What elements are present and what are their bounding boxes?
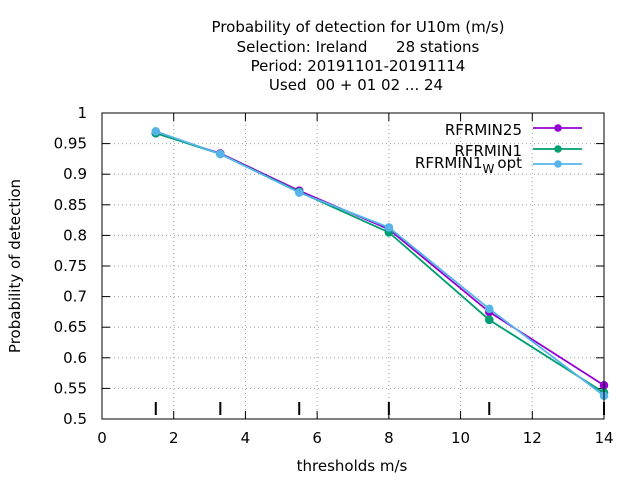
chart-title-line-4: Used 00 + 01 02 ... 24 xyxy=(269,76,443,94)
x-tick-labels: 0 2 4 6 8 10 12 14 xyxy=(97,429,613,447)
plot-border xyxy=(101,112,605,420)
y-tick-label: 0.7 xyxy=(63,288,87,306)
legend-label-subscript: W xyxy=(483,162,495,176)
y-tick-label: 1 xyxy=(77,104,87,122)
data-point-rfrmin1-w-opt xyxy=(151,127,161,136)
data-point-rfrmin1-w-opt xyxy=(216,149,225,159)
chart-title-line-2: Selection: Ireland 28 stations xyxy=(237,38,480,56)
legend-label-rfrmin25: RFRMIN25 xyxy=(445,121,522,139)
y-tick-labels: 0.5 0.55 0.6 0.65 0.7 0.75 0.8 0.85 0.9 0.95 1 xyxy=(54,104,87,428)
x-tick-label: 14 xyxy=(594,429,613,447)
x-tick-label: 0 xyxy=(97,429,107,447)
legend-label-main: RFRMIN1 xyxy=(415,154,483,172)
threshold-markers xyxy=(154,402,605,415)
y-tick-label: 0.75 xyxy=(54,257,87,275)
series-rfrmin25 xyxy=(151,128,609,390)
series-line-rfrmin1-w-opt xyxy=(155,130,605,397)
data-point-rfrmin1-w-opt xyxy=(484,304,494,314)
y-tick-label: 0.9 xyxy=(63,165,87,183)
data-point-rfrmin1-w-opt xyxy=(294,188,304,197)
series-line-rfrmin1 xyxy=(155,132,605,394)
legend: RFRMIN25 RFRMIN1 RFRMIN1W opt xyxy=(415,121,522,176)
chart-title-line-3: Period: 20191101-20191114 xyxy=(251,57,466,75)
x-tick-label: 10 xyxy=(451,429,470,447)
series-layer xyxy=(151,127,609,401)
legend-sample-point xyxy=(554,145,562,153)
legend-label-rfrmin1: RFRMIN1 xyxy=(454,142,522,160)
x-tick-label: 12 xyxy=(523,429,542,447)
y-axis-label: Probability of detection xyxy=(6,179,24,353)
data-point-rfrmin1-w-opt xyxy=(384,223,394,232)
legend-label-suffix: opt xyxy=(497,154,522,172)
y-tick-label: 0.5 xyxy=(63,410,87,428)
y-tick-label: 0.6 xyxy=(63,349,87,367)
legend-sample-point xyxy=(554,160,562,168)
legend-samples xyxy=(533,124,582,168)
chart-title-line-1: Probability of detection for U10m (m/s) xyxy=(212,18,505,36)
y-tick-label: 0.55 xyxy=(54,379,87,397)
y-tick-label: 0.95 xyxy=(54,135,87,153)
y-tick-label: 0.85 xyxy=(54,196,87,214)
x-tick-label: 8 xyxy=(384,429,394,447)
series-line-rfrmin25 xyxy=(155,132,605,387)
grid-lines xyxy=(102,113,604,419)
legend-sample-point xyxy=(554,124,562,132)
x-axis-label: thresholds m/s xyxy=(297,457,408,475)
data-point-rfrmin1 xyxy=(484,315,494,325)
series-rfrmin1-w-opt xyxy=(151,127,609,401)
x-tick-label: 4 xyxy=(241,429,251,447)
series-rfrmin1 xyxy=(151,128,609,397)
x-tick-label: 6 xyxy=(312,429,322,447)
x-tick-label: 2 xyxy=(169,429,179,447)
y-tick-label: 0.8 xyxy=(63,226,87,244)
legend-label-rfrmin1-w-opt: RFRMIN1W opt xyxy=(415,154,522,176)
tick-marks xyxy=(101,112,605,420)
y-tick-label: 0.65 xyxy=(54,318,87,336)
